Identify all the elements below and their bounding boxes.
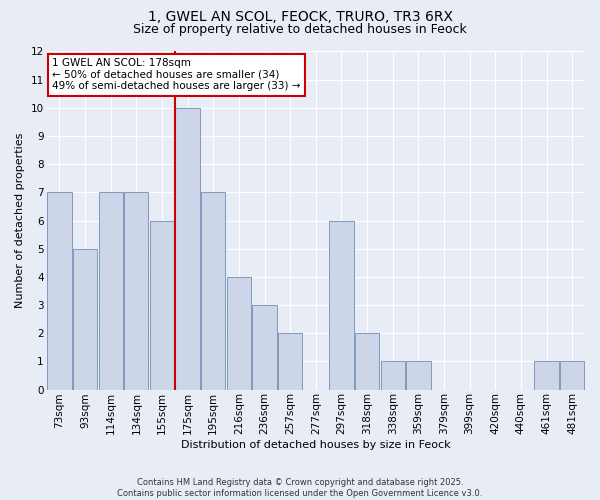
Bar: [380, 362, 405, 390]
Bar: [201, 192, 226, 390]
Bar: [47, 192, 71, 390]
Bar: [227, 277, 251, 390]
Bar: [535, 362, 559, 390]
Bar: [175, 108, 200, 390]
Bar: [150, 220, 174, 390]
Y-axis label: Number of detached properties: Number of detached properties: [15, 133, 25, 308]
Text: 1 GWEL AN SCOL: 178sqm
← 50% of detached houses are smaller (34)
49% of semi-det: 1 GWEL AN SCOL: 178sqm ← 50% of detached…: [52, 58, 301, 92]
Bar: [329, 220, 353, 390]
Text: Contains HM Land Registry data © Crown copyright and database right 2025.
Contai: Contains HM Land Registry data © Crown c…: [118, 478, 482, 498]
Text: Size of property relative to detached houses in Feock: Size of property relative to detached ho…: [133, 22, 467, 36]
Bar: [560, 362, 584, 390]
Text: 1, GWEL AN SCOL, FEOCK, TRURO, TR3 6RX: 1, GWEL AN SCOL, FEOCK, TRURO, TR3 6RX: [148, 10, 452, 24]
Bar: [278, 333, 302, 390]
X-axis label: Distribution of detached houses by size in Feock: Distribution of detached houses by size …: [181, 440, 451, 450]
Bar: [98, 192, 123, 390]
Bar: [355, 333, 379, 390]
Bar: [124, 192, 148, 390]
Bar: [253, 305, 277, 390]
Bar: [406, 362, 431, 390]
Bar: [73, 248, 97, 390]
